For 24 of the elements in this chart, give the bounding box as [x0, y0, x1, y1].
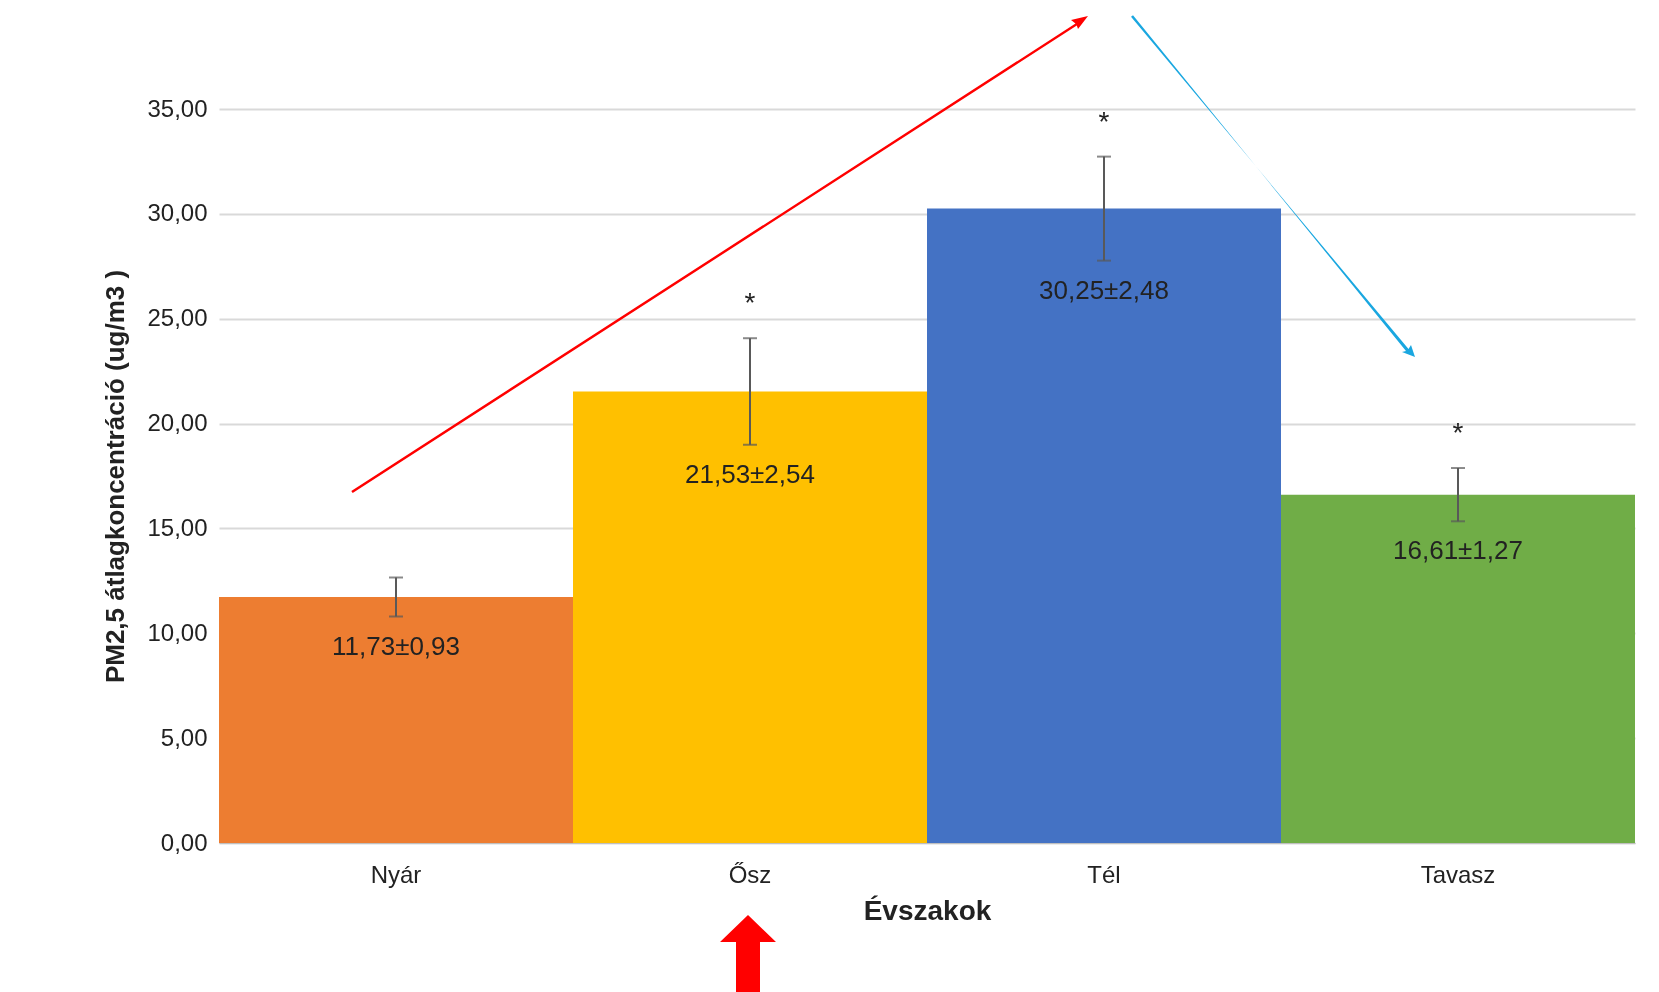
x-tick-label: Nyár: [370, 860, 422, 888]
annotation: *: [744, 287, 756, 319]
y-tick-label: 10,00: [147, 618, 208, 646]
data-label: 30,25±2,48: [1039, 274, 1169, 305]
annotation: *: [1452, 417, 1464, 449]
data-label: 11,73±0,93: [331, 630, 461, 661]
bar: [219, 597, 573, 843]
y-tick-label: 5,00: [160, 723, 208, 751]
bar: [927, 208, 1281, 843]
data-label: 16,61±1,27: [1393, 535, 1523, 566]
y-axis-title: PM2,5 átlagkoncentráció (ug/m3 ): [100, 269, 131, 684]
x-tick-label: Tavasz: [1420, 860, 1496, 888]
y-tick-label: 15,00: [147, 513, 208, 541]
y-tick-label: 25,00: [147, 304, 208, 332]
y-tick-label: 30,00: [147, 199, 208, 227]
y-tick-label: 20,00: [147, 409, 208, 437]
bar: [1281, 494, 1635, 843]
y-tick-label: 35,00: [147, 94, 208, 122]
x-tick-label: Ősz: [728, 860, 772, 888]
x-tick-label: Tél: [1087, 860, 1121, 888]
x-axis-title: Évszakok: [863, 894, 992, 926]
y-tick-label: 0,00: [160, 828, 208, 856]
data-label: 21,53±2,54: [685, 458, 815, 489]
annotation: *: [1098, 105, 1110, 137]
